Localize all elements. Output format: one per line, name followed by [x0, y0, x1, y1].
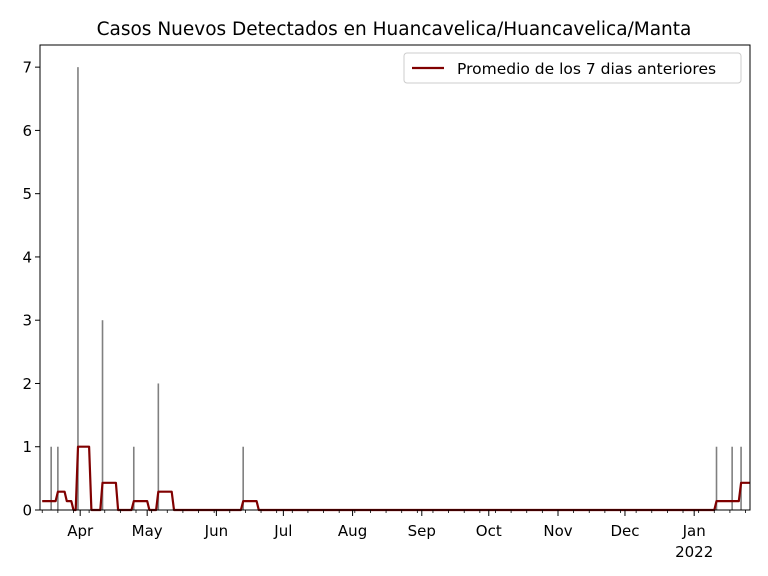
chart-title: Casos Nuevos Detectados en Huancavelica/…: [97, 19, 692, 40]
x-tick-label: Jun: [204, 522, 228, 540]
legend: Promedio de los 7 dias anteriores: [403, 52, 742, 84]
bar: [77, 67, 79, 511]
x-tick-label: Nov: [543, 522, 572, 540]
y-tick-label: 2: [22, 375, 32, 393]
x-tick-label: Apr: [67, 522, 94, 540]
legend-box: [403, 52, 742, 84]
bar: [50, 446, 52, 510]
x-tick-label: Jul: [273, 522, 292, 540]
bar: [101, 320, 104, 510]
x-axis: Apr May Jun Jul Aug Sep Oct Nov Dec Jan 2022: [41, 510, 746, 561]
bar: [242, 446, 244, 510]
plot-frame: [39, 44, 751, 511]
y-tick-label: 5: [22, 185, 32, 203]
bar-group: [50, 67, 742, 511]
x-tick-label: Dec: [610, 522, 639, 540]
bar: [57, 446, 59, 510]
bar: [715, 446, 718, 510]
x-tick-sublabel: 2022: [675, 543, 713, 561]
legend-label: Promedio de los 7 dias anteriores: [457, 60, 716, 78]
y-tick-label: 6: [22, 122, 32, 140]
x-tick-label: Sep: [408, 522, 436, 540]
y-tick-label: 4: [22, 248, 32, 266]
x-tick-label: Jan: [682, 522, 706, 540]
x-tick-label: May: [132, 522, 163, 540]
x-tick-label: Aug: [338, 522, 367, 540]
x-tick-label: Oct: [476, 522, 502, 540]
bar: [740, 446, 742, 510]
y-tick-label: 7: [22, 59, 32, 77]
y-tick-label: 1: [22, 438, 32, 456]
bar: [132, 446, 135, 510]
bar: [157, 383, 160, 510]
y-tick-label: 0: [22, 502, 32, 520]
bar: [731, 446, 733, 510]
y-tick-label: 3: [22, 312, 32, 330]
y-axis: 0 1 2 3 4 5 6 7: [22, 59, 40, 520]
